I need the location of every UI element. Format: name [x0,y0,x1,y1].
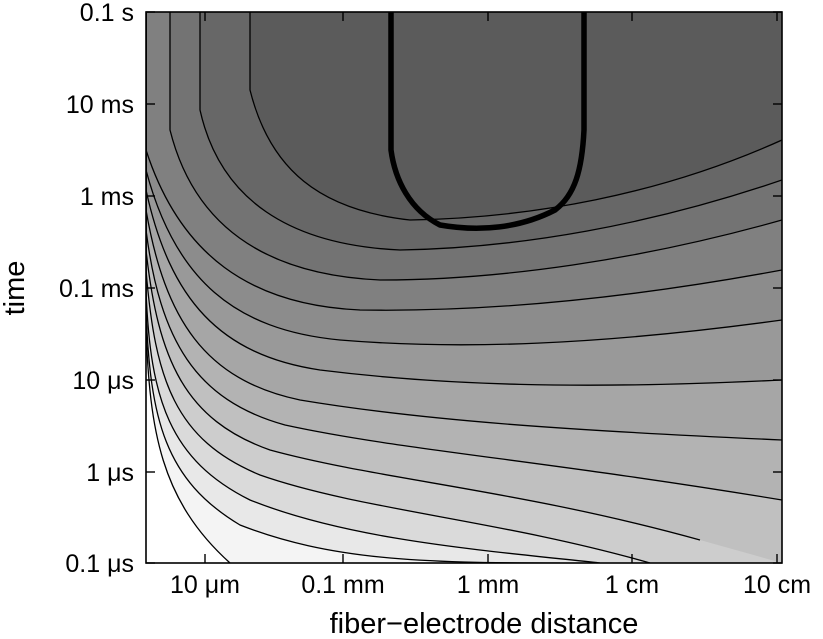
y-tick-label: 0.1 s [80,0,134,27]
contour-line [146,12,782,441]
contour-line [146,12,601,563]
contour-line [199,12,782,251]
y-tick-label: 0.1 ms [59,275,134,303]
contour-line [146,12,782,386]
y-tick-label: 1 ms [80,183,134,211]
contour-line [146,12,651,563]
x-axis: 10 μm 0.1 mm 1 mm 1 cm 10 cm [170,12,811,599]
x-tick-label: 0.1 mm [301,571,384,599]
y-tick-label: 1 μs [86,459,134,487]
x-tick-label: 10 μm [170,571,240,599]
contour-line [146,12,561,563]
y-tick-label: 10 μs [72,367,134,395]
contour-lines [146,12,782,563]
contour-line [146,12,231,563]
y-axis: 0.1 s 10 ms 1 ms 0.1 ms 10 μs 1 μs 0.1 μs [59,0,782,578]
x-axis-label: fiber−electrode distance [330,608,639,639]
y-axis-label: time [0,261,31,316]
contour-line [169,12,782,281]
contour-line [146,12,782,501]
highlighted-contour [388,12,587,231]
y-tick-label: 10 ms [66,91,134,119]
x-tick-label: 1 cm [605,571,659,599]
x-tick-label: 10 cm [743,571,811,599]
contour-bands [146,12,782,563]
contour-line [146,12,701,541]
contour-line [249,12,782,221]
contour-band [250,12,782,220]
contour-line [146,12,782,311]
contour-line [146,12,782,346]
x-tick-label: 1 mm [457,571,520,599]
y-tick-label: 0.1 μs [65,550,134,578]
